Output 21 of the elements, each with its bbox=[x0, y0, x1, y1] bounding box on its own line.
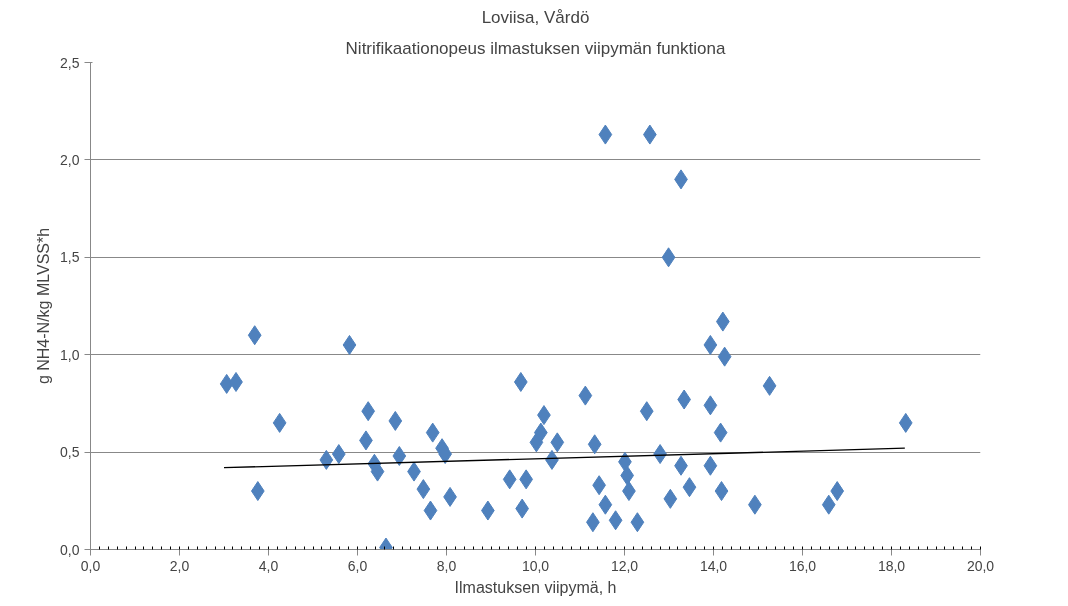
y-tick-label: 1,0 bbox=[60, 346, 80, 363]
x-tick-label: 6,0 bbox=[347, 557, 368, 574]
x-tick-label: 10,0 bbox=[521, 557, 550, 574]
x-tick-label: 18,0 bbox=[877, 557, 906, 574]
y-tick-label: 1,5 bbox=[60, 249, 80, 266]
x-tick-label: 12,0 bbox=[610, 557, 639, 574]
x-tick-label: 20,0 bbox=[966, 557, 995, 574]
y-tick-label: 0,5 bbox=[60, 444, 80, 461]
x-tick-label: 16,0 bbox=[788, 557, 817, 574]
x-tick-label: 4,0 bbox=[258, 557, 279, 574]
x-tick-label: 8,0 bbox=[436, 557, 457, 574]
x-axis-title: Ilmastuksen viipymä, h bbox=[454, 578, 617, 596]
y-axis-title: g NH4-N/kg MLVSS*h bbox=[35, 227, 53, 385]
y-tick-label: 0,0 bbox=[60, 541, 80, 558]
x-tick-label: 2,0 bbox=[169, 557, 190, 574]
chart-title: Loviisa, Vårdö bbox=[481, 7, 590, 27]
chart-subtitle: Nitrifikaationopeus ilmastuksen viipymän funktiona bbox=[345, 38, 726, 58]
x-tick-label: 0,0 bbox=[80, 557, 101, 574]
x-tick-label: 14,0 bbox=[699, 557, 728, 574]
y-tick-label: 2,5 bbox=[60, 54, 80, 71]
y-tick-label: 2,0 bbox=[60, 151, 80, 168]
